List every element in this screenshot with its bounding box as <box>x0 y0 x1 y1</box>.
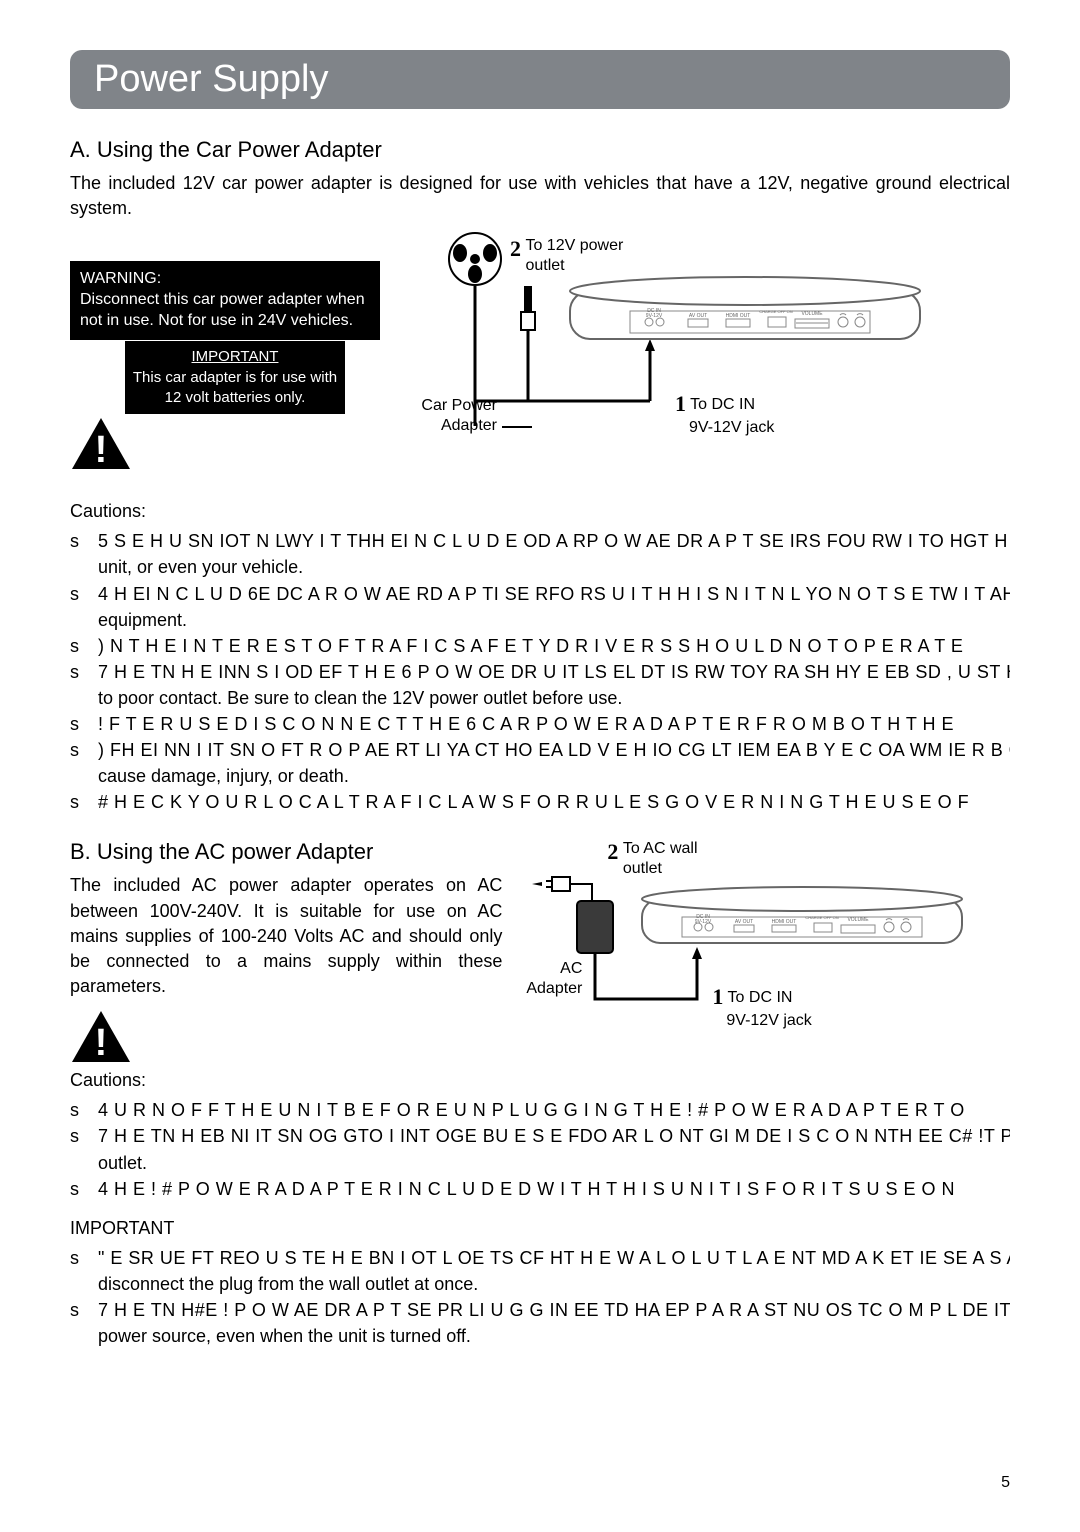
section-a-heading: A. Using the Car Power Adapter <box>70 137 1010 163</box>
warning-triangle-icon-b: ! <box>70 1009 502 1064</box>
svg-text:VOLUME: VOLUME <box>801 311 823 317</box>
important-heading-b: IMPORTANT <box>70 1218 1010 1239</box>
important-list-b: " E SR UE FT REO U S TE H E BN I OT L OE… <box>70 1245 1010 1349</box>
page-title: Power Supply <box>94 58 986 101</box>
page-number: 5 <box>1001 1474 1010 1492</box>
step1-label-b: 1 To DC IN 9V-12V jack <box>712 984 811 1030</box>
svg-text:!: ! <box>95 429 108 471</box>
important-box-a: IMPORTANT This car adapter is for use wi… <box>125 341 345 414</box>
cautions-list-a: 5 S E H U SN IOT N LWY I T THH EI N C L … <box>70 528 1010 815</box>
svg-text:9V-12V: 9V-12V <box>646 313 663 319</box>
svg-text:CHARGE OFF ON: CHARGE OFF ON <box>806 915 839 920</box>
svg-text:9V-12V: 9V-12V <box>695 919 712 925</box>
diagram-a: WARNING: Disconnect this car power adapt… <box>70 231 1010 481</box>
svg-text:CHARGE OFF ON: CHARGE OFF ON <box>759 309 792 314</box>
svg-text:!: ! <box>95 1022 108 1064</box>
section-a-intro: The included 12V car power adapter is de… <box>70 171 1010 221</box>
step1-label-a: 1 To DC IN 9V-12V jack <box>675 391 774 437</box>
section-b-heading: B. Using the AC power Adapter <box>70 839 502 865</box>
svg-text:VOLUME: VOLUME <box>848 917 870 923</box>
step2-label-b: 2 To AC wall outlet <box>607 839 712 877</box>
diagram-b: DC IN 9V-12V AV OUT HDMI OUT CHARGE OFF … <box>522 839 1010 1039</box>
svg-text:HDMI OUT: HDMI OUT <box>726 313 751 319</box>
svg-text:AV OUT: AV OUT <box>735 919 753 925</box>
cautions-label-b: Cautions: <box>70 1070 1010 1091</box>
ac-adapter-label: AC Adapter <box>512 959 582 997</box>
cautions-label-a: Cautions: <box>70 501 1010 522</box>
cautions-list-b: 4 U R N O F F T H E U N I T B E F O R E … <box>70 1097 1010 1201</box>
warning-text: Disconnect this car power adapter when n… <box>80 291 365 329</box>
important-text1: This car adapter is for use with <box>133 369 337 386</box>
title-bar: Power Supply <box>70 50 1010 109</box>
section-b-intro: The included AC power adapter operates o… <box>70 873 502 999</box>
warning-label: WARNING: <box>80 269 370 290</box>
important-text2: 12 volt batteries only. <box>165 389 306 406</box>
important-label-a: IMPORTANT <box>192 348 279 365</box>
svg-text:HDMI OUT: HDMI OUT <box>772 919 797 925</box>
car-adapter-label: Car Power Adapter <box>407 396 497 434</box>
svg-text:AV OUT: AV OUT <box>689 313 707 319</box>
warning-box: WARNING: Disconnect this car power adapt… <box>70 261 380 339</box>
step2-label-a: 2 To 12V power outlet <box>510 236 635 274</box>
warning-triangle-icon: ! <box>70 416 132 471</box>
